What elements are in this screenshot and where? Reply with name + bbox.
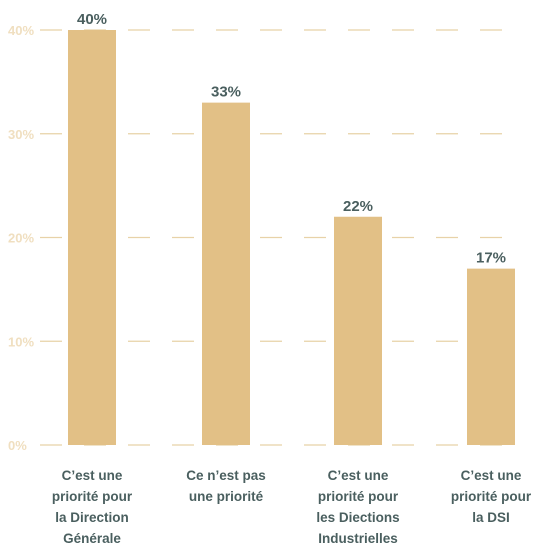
y-tick-label: 30% [8,127,34,142]
bar [202,102,250,445]
category-label-line: une priorité [189,489,264,504]
category-label-line: Industrielles [318,531,398,546]
category-label-line: Générale [63,531,121,546]
data-label: 22% [343,198,373,215]
data-label: 17% [476,250,506,267]
category-label-line: Ce n’est pas [186,468,266,483]
y-tick-label: 0% [8,438,27,453]
category-label-line: priorité pour [451,489,532,504]
category-label-line: priorité pour [318,489,399,504]
bar [334,216,382,445]
bar [467,268,515,445]
y-tick-label: 40% [8,23,34,38]
y-tick-label: 20% [8,231,34,246]
category-label-line: priorité pour [52,489,133,504]
y-axis-ticks: 0% 10% 20% 30% 40% [8,23,34,453]
category-label-line: les Diections [316,510,399,525]
gridlines [40,29,516,446]
y-tick-label: 10% [8,334,34,349]
category-label-line: C’est une [62,468,123,483]
data-label: 33% [211,84,241,101]
category-label-line: la DSI [472,510,510,525]
category-label: Ce n’est pas une priorité [186,468,266,504]
category-label-line: C’est une [461,468,522,483]
bar [68,30,116,445]
category-label-line: C’est une [328,468,389,483]
data-label: 40% [77,11,107,28]
x-axis-categories: C’est une priorité pour la Direction Généra… [52,468,532,546]
data-labels: 40% 33% 22% 17% [77,11,506,267]
category-label-line: la Direction [55,510,129,525]
category-label: C’est une priorité pour la Direction Généra… [52,468,133,546]
category-label: C’est une priorité pour les Diections Indus… [316,468,399,546]
bars [68,30,515,445]
category-label: C’est une priorité pour la DSI [451,468,532,525]
